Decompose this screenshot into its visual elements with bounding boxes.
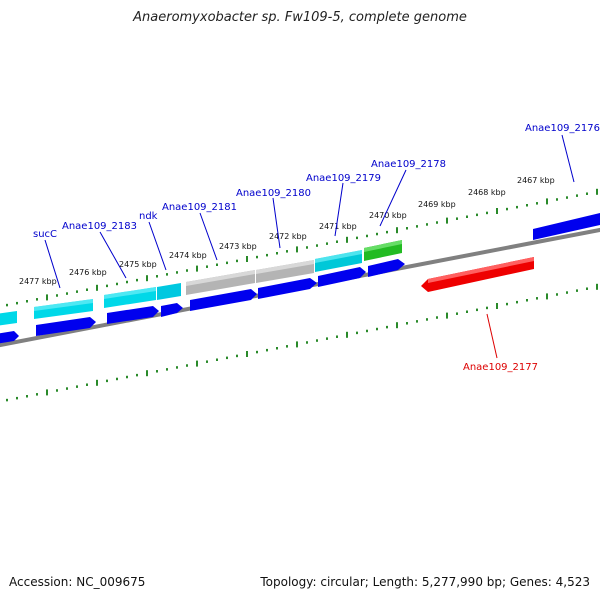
gene-label[interactable]: Anae109_2180 [236, 188, 311, 199]
gene-label[interactable]: ndk [139, 211, 158, 222]
scale-label: 2469 kbp [418, 200, 456, 209]
cds-arrow[interactable] [318, 267, 366, 287]
map-title: Anaeromyxobacter sp. Fw109-5, complete g… [133, 10, 467, 25]
cds-arrow[interactable] [161, 303, 183, 317]
scale-label: 2475 kbp [119, 260, 157, 269]
scale-label: 2474 kbp [169, 251, 207, 260]
gene-label[interactable]: Anae109_2177 [463, 362, 538, 373]
scale-ticks-lower [6, 283, 598, 402]
gene-label[interactable]: Anae109_2179 [306, 173, 381, 184]
cds-arrow[interactable] [36, 317, 96, 336]
scale-label: 2472 kbp [269, 232, 307, 241]
scale-label: 2467 kbp [517, 176, 555, 185]
scale-label: 2473 kbp [219, 242, 257, 251]
scale-label: 2468 kbp [468, 188, 506, 197]
gene-block[interactable] [0, 311, 17, 326]
cds-arrow[interactable] [190, 289, 257, 311]
scale-label: 2477 kbp [19, 277, 57, 286]
scale-label: 2471 kbp [319, 222, 357, 231]
gene-block[interactable] [157, 283, 181, 300]
gene-label[interactable]: Anae109_2178 [371, 159, 446, 170]
feature-row-cds [0, 213, 600, 344]
cds-arrow[interactable] [107, 306, 159, 324]
cds-arrow[interactable] [533, 213, 600, 240]
cds-arrow[interactable] [368, 259, 405, 277]
cds-arrow[interactable] [0, 331, 19, 344]
genome-summary-text: Topology: circular; Length: 5,277,990 bp… [260, 575, 590, 589]
scale-label: 2470 kbp [369, 211, 407, 220]
gene-label[interactable]: Anae109_2176 [525, 123, 600, 134]
scale-ticks-upper [6, 188, 598, 307]
gene-label[interactable]: Anae109_2181 [162, 202, 237, 213]
accession-text: Accession: NC_009675 [9, 575, 146, 589]
cds-arrow[interactable] [258, 278, 317, 299]
scale-label: 2476 kbp [69, 268, 107, 277]
gene-label[interactable]: sucC [33, 229, 57, 240]
gene-label[interactable]: Anae109_2183 [62, 221, 137, 232]
feature-row-upper [0, 240, 402, 326]
